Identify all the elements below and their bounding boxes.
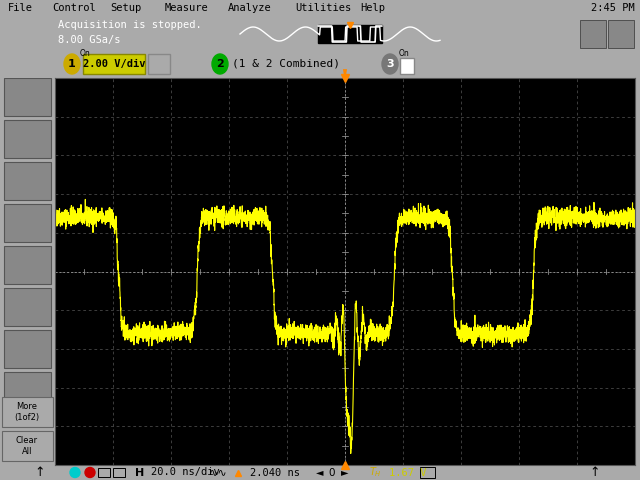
Bar — [4, 288, 51, 326]
Bar — [4, 330, 51, 368]
Text: File: File — [8, 3, 33, 13]
Text: 0: 0 — [329, 468, 335, 478]
Bar — [2, 431, 53, 461]
Text: More
(1of2): More (1of2) — [15, 402, 40, 422]
Text: On: On — [399, 49, 410, 58]
Ellipse shape — [382, 54, 398, 74]
Text: H: H — [136, 468, 145, 478]
Bar — [113, 468, 125, 477]
Circle shape — [70, 468, 80, 478]
Bar — [580, 20, 606, 48]
Text: Analyze: Analyze — [228, 3, 272, 13]
Ellipse shape — [64, 54, 80, 74]
Text: Clear
All: Clear All — [16, 436, 38, 456]
Bar — [4, 120, 51, 158]
Circle shape — [85, 468, 95, 478]
Text: ◄: ◄ — [316, 468, 324, 478]
Ellipse shape — [212, 54, 228, 74]
Text: 2.00 V/div: 2.00 V/div — [83, 59, 145, 69]
Text: Utilities: Utilities — [295, 3, 351, 13]
Text: Measure: Measure — [165, 3, 209, 13]
Text: (1 & 2 Combined): (1 & 2 Combined) — [232, 59, 340, 69]
Text: ↑: ↑ — [35, 466, 45, 479]
Text: Acquisition is stopped.: Acquisition is stopped. — [58, 20, 202, 30]
Text: Setup: Setup — [110, 3, 141, 13]
Text: 2.040 ns: 2.040 ns — [250, 468, 300, 478]
Text: 20.0 ns/div: 20.0 ns/div — [150, 468, 220, 478]
Bar — [400, 58, 414, 74]
Text: Help: Help — [360, 3, 385, 13]
Text: On: On — [80, 49, 91, 58]
Text: 3: 3 — [386, 59, 394, 69]
Bar — [4, 162, 51, 200]
Bar — [98, 468, 110, 477]
Text: ↑: ↑ — [589, 466, 600, 479]
Text: 1: 1 — [68, 59, 76, 69]
Text: 2:45 PM: 2:45 PM — [591, 3, 635, 13]
Bar — [2, 397, 53, 427]
Text: 1.67 V: 1.67 V — [389, 468, 427, 478]
Bar — [420, 467, 435, 478]
Text: ►: ► — [341, 468, 349, 478]
Bar — [4, 204, 51, 242]
Bar — [4, 372, 51, 410]
Text: $T_H$: $T_H$ — [369, 466, 381, 480]
Bar — [4, 246, 51, 284]
Bar — [608, 20, 634, 48]
Text: 2: 2 — [216, 59, 224, 69]
Bar — [318, 25, 382, 43]
Text: ∿∿: ∿∿ — [209, 468, 227, 478]
Bar — [148, 54, 170, 74]
Text: 8.00 GSa/s: 8.00 GSa/s — [58, 35, 120, 45]
Bar — [83, 54, 145, 74]
Bar — [4, 78, 51, 116]
Text: Control: Control — [52, 3, 96, 13]
